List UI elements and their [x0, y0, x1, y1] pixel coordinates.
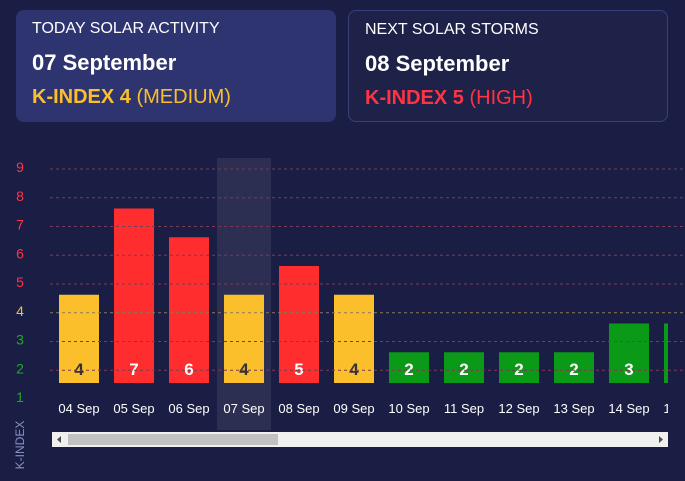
- x-tick-label: 15 Sep: [663, 401, 685, 416]
- y-tick-label: 2: [16, 360, 24, 376]
- x-tick-label: 12 Sep: [498, 401, 539, 416]
- bar: [224, 294, 264, 383]
- y-tick-label: 6: [16, 245, 24, 261]
- x-tick-label: 06 Sep: [168, 401, 209, 416]
- bar: [554, 352, 594, 383]
- card-date: 07 September: [32, 50, 177, 75]
- x-tick-label: 11 Sep: [444, 401, 484, 416]
- card-index: K-INDEX 4: [32, 86, 131, 108]
- today-card: TODAY SOLAR ACTIVITY 07 September K-INDE…: [16, 10, 336, 122]
- bar: [59, 294, 99, 383]
- scroll-right[interactable]: [659, 436, 663, 443]
- plot-area: 4 04 Sep 7 05 Sep 6 06 Sep 4 07 Sep 5 08 Sep 4 09 S…: [58, 158, 685, 430]
- card-level: (MEDIUM): [136, 86, 231, 108]
- value-label: 7: [129, 360, 138, 379]
- x-tick-label: 07 Sep: [223, 401, 264, 416]
- y-tick-label: 7: [16, 217, 24, 233]
- value-label: 3: [624, 360, 633, 379]
- y-tick-label: 5: [16, 274, 24, 290]
- y-tick-label: 4: [16, 303, 24, 319]
- x-tick-label: 09 Sep: [333, 401, 374, 416]
- value-label: 2: [459, 360, 468, 379]
- x-tick-label: 14 Sep: [608, 401, 649, 416]
- bar: [609, 323, 649, 383]
- scroll-left[interactable]: [57, 436, 61, 443]
- value-label: 2: [404, 360, 413, 379]
- y-tick-label: 9: [16, 159, 24, 175]
- bar: [664, 323, 668, 383]
- x-tick-label: 05 Sep: [113, 401, 154, 416]
- card-date: 08 September: [365, 51, 510, 76]
- card-heading: TODAY SOLAR ACTIVITY: [32, 20, 220, 37]
- x-tick-label: 04 Sep: [58, 401, 99, 416]
- value-label: 3: [679, 360, 685, 379]
- value-label: 4: [74, 360, 84, 379]
- highlight-column: [217, 158, 271, 430]
- scroll-thumb[interactable]: [68, 434, 278, 445]
- y-tick-label: 1: [16, 389, 24, 405]
- card-index-row: K-INDEX 4 (MEDIUM): [32, 86, 320, 109]
- bar: [334, 294, 374, 383]
- x-tick-label: 08 Sep: [278, 401, 319, 416]
- value-label: 2: [514, 360, 523, 379]
- bar: [499, 352, 539, 383]
- next-card: NEXT SOLAR STORMS 08 September K-INDEX 5…: [348, 10, 668, 122]
- bar: [169, 237, 209, 383]
- bar: [389, 352, 429, 383]
- y-tick-label: 3: [16, 332, 24, 348]
- card-heading: NEXT SOLAR STORMS: [365, 21, 539, 38]
- value-label: 5: [294, 360, 303, 379]
- value-label: 4: [349, 360, 359, 379]
- card-index-row: K-INDEX 5 (HIGH): [365, 87, 651, 110]
- x-tick-label: 10 Sep: [388, 401, 429, 416]
- y-axis-label: K-INDEX: [13, 421, 27, 470]
- y-tick-label: 8: [16, 188, 24, 204]
- bar: [114, 208, 154, 383]
- value-label: 6: [184, 360, 193, 379]
- value-label: 2: [569, 360, 578, 379]
- card-level: (HIGH): [469, 87, 533, 109]
- card-index: K-INDEX 5: [365, 87, 464, 109]
- x-tick-label: 13 Sep: [553, 401, 594, 416]
- value-label: 4: [239, 360, 249, 379]
- bar: [444, 352, 484, 383]
- bar: [279, 266, 319, 383]
